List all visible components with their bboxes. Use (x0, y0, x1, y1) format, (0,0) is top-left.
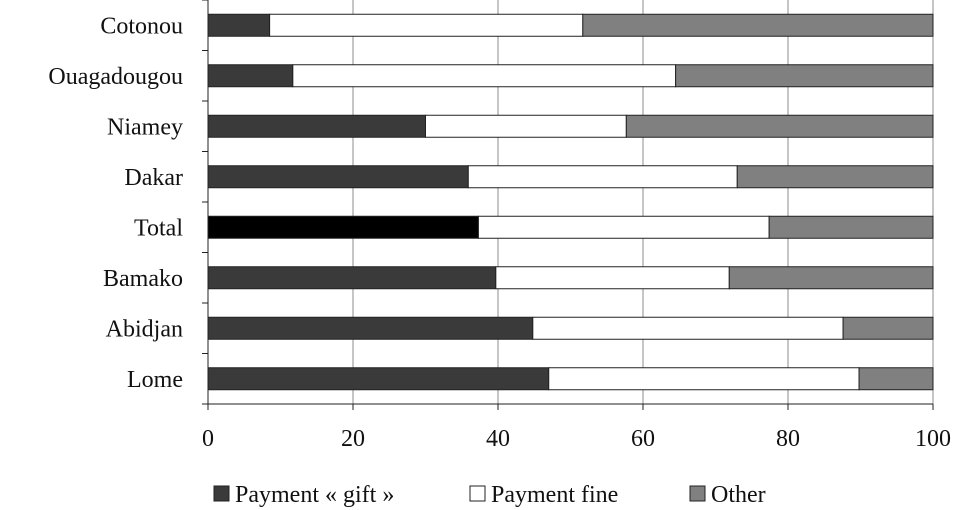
bar-ouagadougou-series-2 (292, 64, 677, 88)
x-tick-label-20: 20 (341, 426, 365, 452)
category-labels: Cotonou Ouagadougou Niamey Dakar Total Bamako… (48, 13, 183, 393)
bar-niamey-series-3 (625, 114, 934, 138)
x-tick-label-100: 100 (915, 426, 951, 452)
category-label-niamey: Niamey (107, 114, 183, 140)
grid-lines (207, 0, 934, 404)
bar-total-series-3 (768, 215, 934, 239)
bar-ouagadougou-series-3 (675, 64, 934, 88)
category-label-ouagadougou: Ouagadougou (48, 64, 183, 90)
x-tick-label-0: 0 (202, 426, 214, 452)
bar-bamako-series-2 (495, 266, 730, 290)
bar-lome-series-2 (548, 367, 860, 391)
bar-bamako-series-1 (207, 266, 497, 290)
legend-label-2: Payment fine (491, 482, 618, 508)
bar-abidjan-series-2 (532, 316, 844, 340)
x-tick-label-60: 60 (631, 426, 655, 452)
bar-lome-series-3 (858, 367, 934, 391)
bar-abidjan-series-3 (842, 316, 934, 340)
bar-dakar-series-2 (467, 165, 738, 189)
bar-niamey-series-1 (207, 114, 426, 138)
bar-total-series-2 (477, 215, 770, 239)
x-tick-labels: 0 20 40 60 80 100 (202, 426, 951, 452)
bar-dakar-series-1 (207, 165, 469, 189)
legend-swatch-2 (469, 485, 486, 502)
category-label-dakar: Dakar (124, 165, 183, 191)
category-label-abidjan: Abidjan (106, 316, 183, 342)
bars (207, 13, 934, 391)
legend-swatch-1 (213, 485, 230, 502)
bar-cotonou-series-3 (582, 13, 934, 37)
legend-label-1: Payment « gift » (235, 482, 394, 508)
bar-abidjan-series-1 (207, 316, 534, 340)
category-label-total: Total (134, 215, 183, 241)
legend-swatch-3 (689, 485, 706, 502)
category-label-cotonou: Cotonou (100, 13, 183, 39)
bar-total-series-1 (207, 215, 479, 239)
bar-bamako-series-3 (728, 266, 934, 290)
x-tick-label-80: 80 (776, 426, 800, 452)
bar-ouagadougou-series-1 (207, 64, 294, 88)
legend-label-3: Other (711, 482, 766, 508)
bar-cotonou-series-1 (207, 13, 271, 37)
bar-niamey-series-2 (425, 114, 627, 138)
category-label-lome: Lome (127, 367, 183, 393)
axes (202, 0, 934, 410)
x-tick-label-40: 40 (486, 426, 510, 452)
legend: Payment « gift » Payment fine Other (213, 482, 766, 508)
bar-lome-series-1 (207, 367, 550, 391)
bar-cotonou-series-2 (269, 13, 584, 37)
category-label-bamako: Bamako (103, 266, 183, 292)
bar-dakar-series-3 (736, 165, 934, 189)
